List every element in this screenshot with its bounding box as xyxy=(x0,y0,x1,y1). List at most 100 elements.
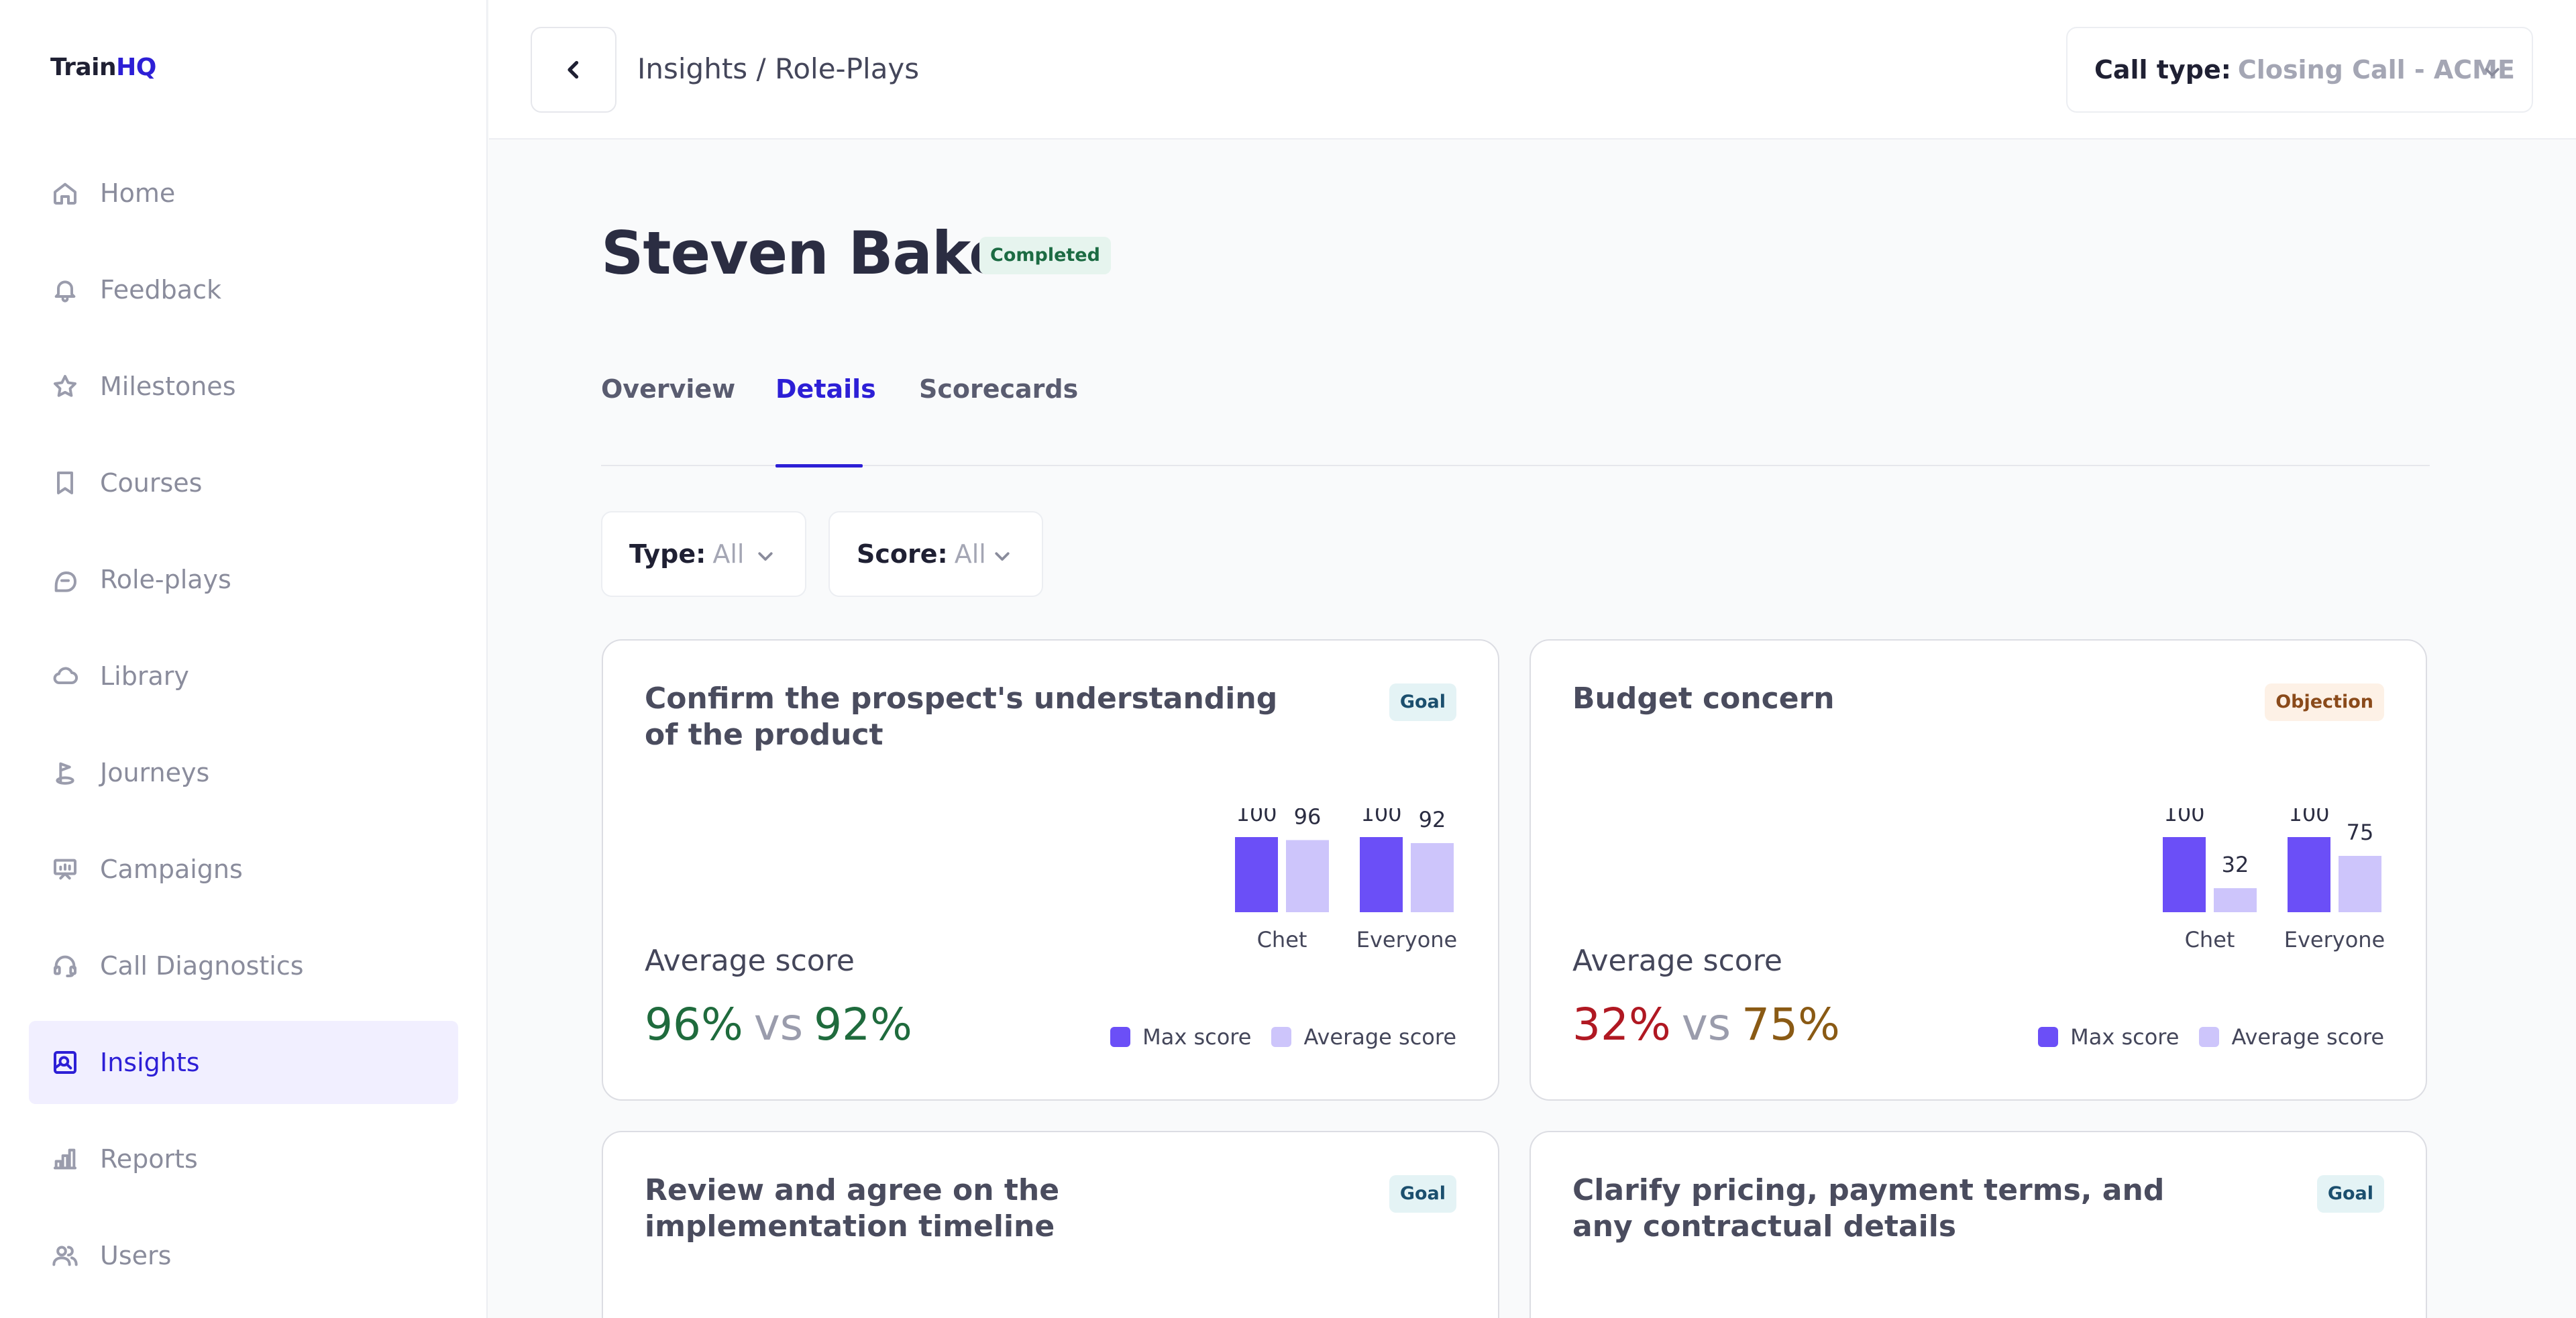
sidebar-item-label: Insights xyxy=(100,1048,200,1077)
goal-tag: Goal xyxy=(1389,683,1456,721)
star-icon xyxy=(50,372,80,401)
average-score-value: 32% vs 75% xyxy=(1572,999,1840,1050)
insight-card[interactable]: Clarify pricing, payment terms, and any … xyxy=(1529,1131,2427,1318)
presentation-icon xyxy=(50,855,80,884)
sidebar-item-label: Courses xyxy=(100,468,203,498)
chat-bubbles-icon xyxy=(50,565,80,594)
sidebar-item-milestones[interactable]: Milestones xyxy=(29,345,458,428)
insight-card[interactable]: Confirm the prospect's understanding of … xyxy=(602,639,1499,1101)
chevron-down-icon xyxy=(995,552,1010,561)
sidebar-item-label: Home xyxy=(100,178,176,208)
legend-label-max: Max score xyxy=(1142,1024,1252,1050)
sidebar-item-home[interactable]: Home xyxy=(29,152,458,235)
card-title: Clarify pricing, payment terms, and any … xyxy=(1572,1173,2165,1244)
type-filter-label: Type: xyxy=(629,539,706,569)
sidebar-item-label: Feedback xyxy=(100,275,221,305)
legend-item-max: Max score xyxy=(1110,1024,1251,1050)
legend-swatch-max xyxy=(1110,1027,1131,1047)
sidebar-item-insights[interactable]: Insights xyxy=(29,1021,458,1104)
sidebar-item-courses[interactable]: Courses xyxy=(29,441,458,525)
average-score-everyone: 75% xyxy=(1741,999,1840,1050)
logo-text-train: Train xyxy=(50,54,117,81)
legend-item-average: Average score xyxy=(1271,1024,1456,1050)
type-filter-value: All xyxy=(712,539,745,569)
insight-card[interactable]: Budget concern Objection Average score 3… xyxy=(1529,639,2427,1101)
category-label: Chet xyxy=(1257,927,1307,952)
users-icon xyxy=(50,1241,80,1270)
back-button[interactable] xyxy=(531,27,616,113)
chevron-down-icon xyxy=(758,552,773,561)
sidebar-item-label: Campaigns xyxy=(100,855,243,884)
legend-swatch-average xyxy=(2199,1027,2220,1047)
card-title: Confirm the prospect's understanding of … xyxy=(645,681,1278,752)
score-filter-label: Score: xyxy=(857,539,948,569)
sidebar-item-label: Role-plays xyxy=(100,565,231,594)
sidebar-item-role-plays[interactable]: Role-plays xyxy=(29,538,458,621)
cloud-icon xyxy=(50,661,80,691)
headset-icon xyxy=(50,951,80,981)
sidebar-item-label: Users xyxy=(100,1241,172,1270)
average-score-value: 96% vs 92% xyxy=(645,999,912,1050)
sidebar-item-library[interactable]: Library xyxy=(29,635,458,718)
score-filter-value: All xyxy=(954,539,986,569)
sidebar-item-label: Call Diagnostics xyxy=(100,951,304,981)
legend-item-max: Max score xyxy=(2038,1024,2179,1050)
bar-value-label: 96 xyxy=(1294,808,1322,829)
bar-max-chet xyxy=(2163,837,2206,912)
tab-details[interactable]: Details xyxy=(775,372,876,468)
score-filter[interactable]: Score: All xyxy=(828,511,1043,597)
bar-average-chet xyxy=(1286,840,1329,912)
chevron-left-icon xyxy=(568,60,579,79)
vs-label: vs xyxy=(753,999,804,1050)
tab-bar: Overview Details Scorecards xyxy=(601,372,2430,468)
average-score-everyone: 92% xyxy=(814,999,912,1050)
sidebar-item-feedback[interactable]: Feedback xyxy=(29,248,458,331)
bar-value-label: 100 xyxy=(2288,808,2329,826)
sidebar-item-journeys[interactable]: Journeys xyxy=(29,731,458,814)
sidebar-item-campaigns[interactable]: Campaigns xyxy=(29,828,458,911)
bar-value-label: 100 xyxy=(1236,808,1277,826)
bell-icon xyxy=(50,275,80,305)
call-type-select[interactable]: Call type: Closing Call - ACME xyxy=(2066,27,2533,113)
sidebar-item-label: Reports xyxy=(100,1144,198,1174)
legend-swatch-max xyxy=(2038,1027,2059,1047)
bar-value-label: 100 xyxy=(1360,808,1401,826)
bar-value-label: 32 xyxy=(2222,852,2249,877)
sidebar-item-label: Journeys xyxy=(100,758,210,787)
bar-max-everyone xyxy=(2288,837,2330,912)
page-title: Steven Baker xyxy=(601,219,1037,288)
average-score-user: 32% xyxy=(1572,999,1671,1050)
sidebar-item-reports[interactable]: Reports xyxy=(29,1117,458,1201)
sidebar-nav: Home Feedback Milestones Courses Role-pl… xyxy=(29,152,458,1311)
bookmark-icon xyxy=(50,468,80,498)
insights-icon xyxy=(50,1048,80,1077)
score-bar-chart: 100 96 Chet 100 92 Everyone xyxy=(1235,801,1457,1097)
bar-chart-icon xyxy=(50,1144,80,1174)
card-title: Review and agree on the implementation t… xyxy=(645,1173,1060,1244)
call-type-value: Closing Call - ACME xyxy=(2237,55,2515,85)
chart-legend: Max score Average score xyxy=(1090,1024,1456,1050)
sidebar-item-label: Library xyxy=(100,661,189,691)
score-bar-chart: 100 32 Chet 100 75 Everyone xyxy=(2163,801,2385,1097)
sidebar-item-call-diagnostics[interactable]: Call Diagnostics xyxy=(29,924,458,1007)
home-icon xyxy=(50,178,80,208)
legend-label-average: Average score xyxy=(2231,1024,2384,1050)
goal-tag: Goal xyxy=(1389,1175,1456,1213)
legend-swatch-average xyxy=(1271,1027,1292,1047)
bar-max-chet xyxy=(1235,837,1278,912)
score-bar-chart-svg: 100 96 Chet 100 92 Everyone xyxy=(1235,801,1457,952)
breadcrumb: Insights / Role-Plays xyxy=(637,52,920,85)
insight-card[interactable]: Review and agree on the implementation t… xyxy=(602,1131,1499,1318)
goal-tag: Goal xyxy=(2316,1175,2384,1213)
category-label: Everyone xyxy=(1356,927,1456,952)
status-badge: Completed xyxy=(979,237,1111,274)
sidebar-item-label: Milestones xyxy=(100,372,236,401)
sidebar-item-users[interactable]: Users xyxy=(29,1214,458,1297)
type-filter[interactable]: Type: All xyxy=(601,511,806,597)
bar-value-label: 92 xyxy=(1419,808,1446,832)
average-score-user: 96% xyxy=(645,999,743,1050)
app-logo[interactable]: TrainHQ xyxy=(50,54,156,81)
top-bar: Insights / Role-Plays Call type: Closing… xyxy=(489,0,2576,140)
tab-label: Scorecards xyxy=(919,374,1079,404)
sidebar: TrainHQ Home Feedback Milestones Courses… xyxy=(0,0,488,1318)
